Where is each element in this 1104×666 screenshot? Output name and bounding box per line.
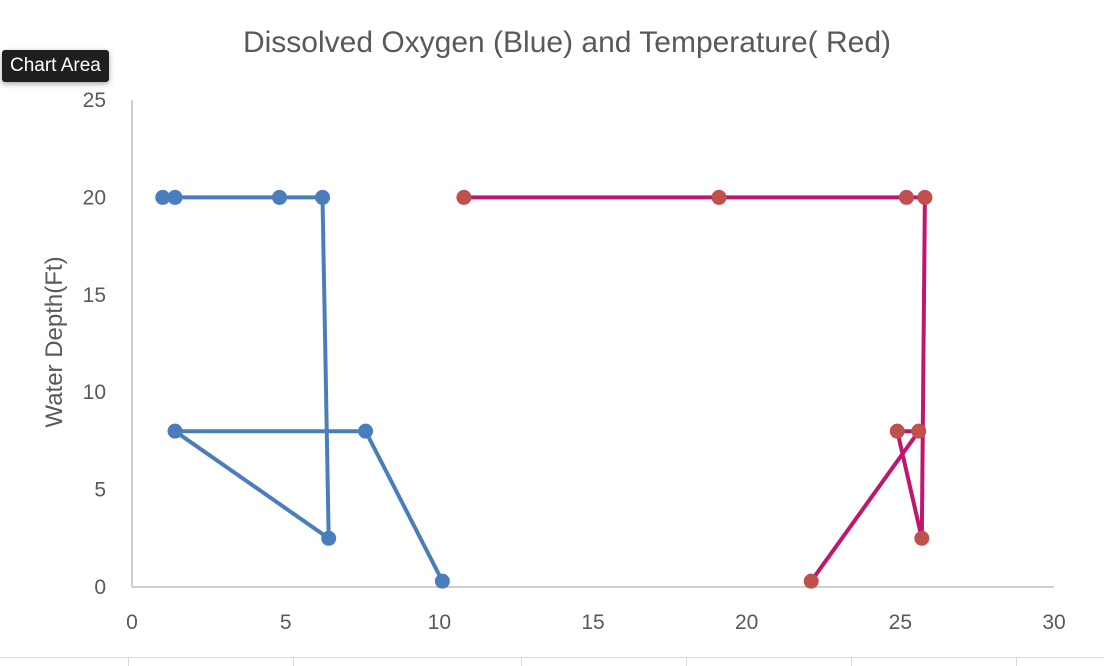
data-point-1: [167, 189, 183, 205]
data-point-1: [321, 530, 337, 546]
data-point-2: [711, 189, 727, 205]
frame-tick: [521, 657, 522, 666]
data-point-2: [898, 189, 914, 205]
data-point-2: [917, 189, 933, 205]
y-tick-label: 5: [94, 479, 106, 502]
series-line-2: [463, 195, 927, 583]
data-point-1: [272, 189, 288, 205]
data-point-2: [911, 423, 927, 439]
chart-area-tooltip: Chart Area: [2, 50, 109, 82]
frame-tick: [686, 657, 687, 666]
tick-labels: 0 5 10 15 20 25 30 0 5 10 15 20 25: [83, 89, 1066, 634]
y-axis-label: Water Depth(Ft): [41, 256, 68, 427]
chart-title: Dissolved Oxygen (Blue) and Temperature(…: [243, 26, 891, 59]
frame-tick: [293, 657, 294, 666]
x-tick-label: 5: [280, 611, 292, 634]
data-points: [155, 189, 933, 589]
series-lines: [162, 195, 927, 583]
y-tick-label: 15: [83, 284, 106, 307]
data-point-2: [914, 530, 930, 546]
x-tick-label: 0: [126, 611, 138, 634]
data-point-2: [456, 189, 472, 205]
frame-tick: [851, 657, 852, 666]
y-tick-label: 20: [83, 186, 106, 209]
y-tick-label: 0: [94, 576, 106, 599]
data-point-2: [803, 573, 819, 589]
frame-border-bottom: [0, 657, 1104, 658]
frame-tick: [1016, 657, 1017, 666]
data-point-1: [315, 189, 331, 205]
data-point-1: [358, 423, 374, 439]
x-tick-label: 10: [428, 611, 451, 634]
x-tick-label: 30: [1042, 611, 1065, 634]
frame-tick: [128, 657, 129, 666]
data-point-1: [155, 189, 171, 205]
series-line-1: [162, 195, 445, 583]
y-tick-label: 10: [83, 381, 106, 404]
data-point-1: [434, 573, 450, 589]
axes: [131, 100, 1054, 588]
x-tick-label: 15: [581, 611, 604, 634]
y-tick-label: 25: [83, 89, 106, 112]
x-tick-label: 25: [889, 611, 912, 634]
data-point-2: [889, 423, 905, 439]
x-tick-label: 20: [735, 611, 758, 634]
data-point-1: [167, 423, 183, 439]
